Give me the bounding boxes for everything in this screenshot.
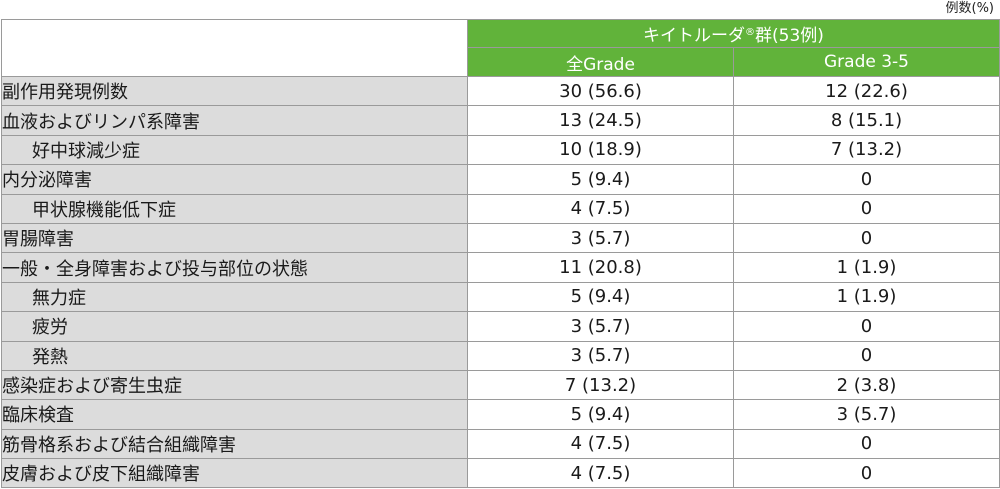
cell-all-grade: 3 (5.7) <box>467 340 734 371</box>
cell-grade-3-5: 0 <box>733 193 1000 224</box>
cell-grade-3-5: 0 <box>733 222 1000 254</box>
cell-grade-3-5: 1 (1.9) <box>733 252 1000 283</box>
adverse-events-table: キイトルーダ®群(53例) 全Grade Grade 3-5 副作用発現例数 30… <box>1 19 1000 489</box>
cell-grade-3-5: 12 (22.6) <box>733 75 1000 107</box>
table-row: 甲状腺機能低下症 4 (7.5) 0 <box>1 193 1000 224</box>
row-label: 筋骨格系および結合組織障害 <box>1 428 468 460</box>
row-label: 無力症 <box>1 281 468 313</box>
row-label: 疲労 <box>1 311 468 342</box>
col-header-all-grade: 全Grade <box>467 47 734 77</box>
cell-all-grade: 10 (18.9) <box>467 134 734 166</box>
cell-all-grade: 4 (7.5) <box>467 193 734 224</box>
row-label: 血液およびリンパ系障害 <box>1 105 468 136</box>
row-label: 皮膚および皮下組織障害 <box>1 458 468 489</box>
row-label: 副作用発現例数 <box>1 75 468 107</box>
cell-grade-3-5: 0 <box>733 340 1000 371</box>
table-row: 胃腸障害 3 (5.7) 0 <box>1 222 1000 254</box>
table-row: 内分泌障害 5 (9.4) 0 <box>1 164 1000 195</box>
table-body: 副作用発現例数 30 (56.6) 12 (22.6) 血液およびリンパ系障害 13 (… <box>1 75 1000 489</box>
table-row: 皮膚および皮下組織障害 4 (7.5) 0 <box>1 458 1000 489</box>
cell-all-grade: 3 (5.7) <box>467 311 734 342</box>
cell-all-grade: 5 (9.4) <box>467 281 734 313</box>
group-suffix: 群(53例) <box>755 26 824 46</box>
cell-grade-3-5: 7 (13.2) <box>733 134 1000 166</box>
cell-all-grade: 5 (9.4) <box>467 399 734 430</box>
row-label: 好中球減少症 <box>1 134 468 166</box>
row-label: 臨床検査 <box>1 399 468 430</box>
cell-all-grade: 30 (56.6) <box>467 75 734 107</box>
cell-grade-3-5: 2 (3.8) <box>733 369 1000 401</box>
table-row: 感染症および寄生虫症 7 (13.2) 2 (3.8) <box>1 369 1000 401</box>
table-row: 臨床検査 5 (9.4) 3 (5.7) <box>1 399 1000 430</box>
col-header-grade-3-5: Grade 3-5 <box>733 47 1000 77</box>
row-label: 胃腸障害 <box>1 222 468 254</box>
table-row: 副作用発現例数 30 (56.6) 12 (22.6) <box>1 75 1000 107</box>
table-row: 疲労 3 (5.7) 0 <box>1 311 1000 342</box>
cell-grade-3-5: 0 <box>733 458 1000 489</box>
cell-all-grade: 4 (7.5) <box>467 458 734 489</box>
registered-mark: ® <box>745 27 756 38</box>
table-row: 血液およびリンパ系障害 13 (24.5) 8 (15.1) <box>1 105 1000 136</box>
table-row: 筋骨格系および結合組織障害 4 (7.5) 0 <box>1 428 1000 460</box>
cell-grade-3-5: 0 <box>733 311 1000 342</box>
group-header: キイトルーダ®群(53例) <box>467 19 1000 48</box>
cell-all-grade: 7 (13.2) <box>467 369 734 401</box>
cell-all-grade: 11 (20.8) <box>467 252 734 283</box>
table-row: 好中球減少症 10 (18.9) 7 (13.2) <box>1 134 1000 166</box>
table-row: 発熱 3 (5.7) 0 <box>1 340 1000 371</box>
unit-note: 例数(%) <box>945 1 995 16</box>
table-row: 一般・全身障害および投与部位の状態 11 (20.8) 1 (1.9) <box>1 252 1000 283</box>
header-row-group: キイトルーダ®群(53例) <box>1 19 1000 48</box>
cell-grade-3-5: 3 (5.7) <box>733 399 1000 430</box>
group-label: キイトルーダ <box>643 26 746 46</box>
row-label: 甲状腺機能低下症 <box>1 193 468 224</box>
header-blank-cell-lower <box>1 47 468 77</box>
row-label: 一般・全身障害および投与部位の状態 <box>1 252 468 283</box>
cell-grade-3-5: 0 <box>733 164 1000 195</box>
cell-all-grade: 13 (24.5) <box>467 105 734 136</box>
cell-grade-3-5: 8 (15.1) <box>733 105 1000 136</box>
row-label: 感染症および寄生虫症 <box>1 369 468 401</box>
cell-grade-3-5: 0 <box>733 428 1000 460</box>
cell-all-grade: 4 (7.5) <box>467 428 734 460</box>
row-label: 発熱 <box>1 340 468 371</box>
cell-grade-3-5: 1 (1.9) <box>733 281 1000 313</box>
header-row-columns: 全Grade Grade 3-5 <box>1 47 1000 77</box>
cell-all-grade: 3 (5.7) <box>467 222 734 254</box>
header-blank-cell <box>1 19 468 48</box>
cell-all-grade: 5 (9.4) <box>467 164 734 195</box>
row-label: 内分泌障害 <box>1 164 468 195</box>
table-row: 無力症 5 (9.4) 1 (1.9) <box>1 281 1000 313</box>
